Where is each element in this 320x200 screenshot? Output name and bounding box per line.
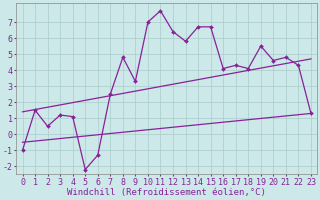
X-axis label: Windchill (Refroidissement éolien,°C): Windchill (Refroidissement éolien,°C) xyxy=(67,188,266,197)
